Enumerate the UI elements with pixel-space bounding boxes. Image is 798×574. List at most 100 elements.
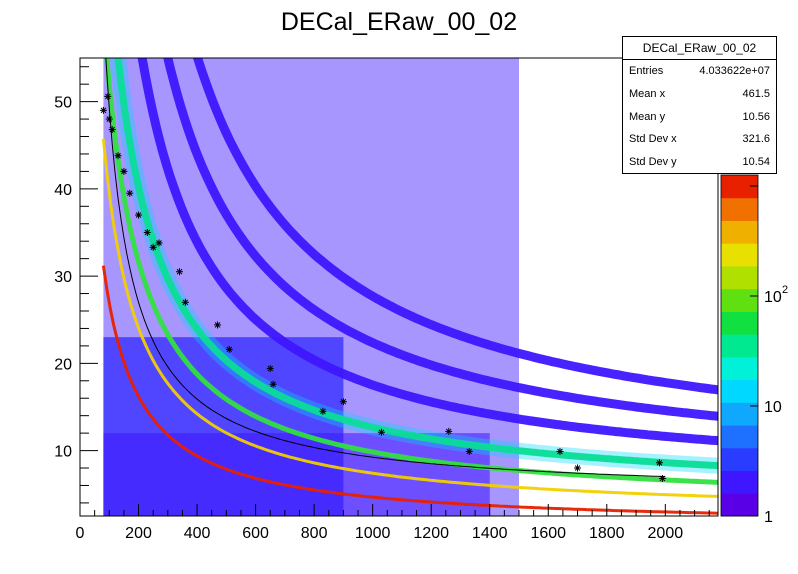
stats-value: 10.54 — [742, 156, 770, 169]
x-tick-label: 1400 — [472, 525, 508, 542]
data-marker — [105, 115, 113, 123]
marker-stroke — [466, 448, 473, 455]
data-marker — [114, 152, 122, 160]
marker-stroke — [226, 346, 233, 353]
z-tick-exponent: 2 — [782, 284, 788, 296]
y-tick-label: 30 — [54, 269, 72, 286]
data-marker — [445, 427, 453, 435]
x-tick-label: 1200 — [413, 525, 449, 542]
y-tick-label: 20 — [54, 356, 72, 373]
marker-stroke — [106, 116, 113, 122]
marker-stroke — [126, 190, 133, 197]
data-marker — [155, 239, 163, 247]
data-marker — [99, 106, 107, 114]
x-tick-label: 1800 — [589, 525, 625, 542]
stats-row-stddev-y: Std Dev y 10.54 — [623, 151, 776, 174]
marker-stroke — [214, 322, 221, 328]
data-marker — [655, 459, 663, 467]
fit-curve — [105, 58, 666, 478]
data-marker — [269, 380, 277, 388]
marker-stroke — [150, 244, 156, 251]
marker-stroke — [104, 93, 111, 100]
palette-cell — [721, 311, 758, 335]
data-marker — [225, 345, 233, 353]
palette-cell — [721, 493, 758, 517]
data-marker — [266, 365, 274, 373]
stats-label: Std Dev y — [629, 156, 677, 169]
stats-row-entries: Entries 4.033622e+07 — [623, 60, 776, 83]
marker-stroke — [267, 365, 274, 372]
marker-stroke — [557, 448, 563, 455]
y-tick-label: 40 — [54, 182, 72, 199]
marker-stroke — [144, 229, 151, 236]
data-marker — [104, 92, 112, 100]
chart-title: DECal_ERaw_00_02 — [280, 8, 518, 36]
stats-value: 321.6 — [742, 133, 770, 146]
data-marker — [319, 407, 327, 415]
stats-row-mean-y: Mean y 10.56 — [623, 106, 776, 129]
hot-band-2 — [101, 138, 718, 498]
data-marker — [135, 211, 143, 219]
stats-title: DECal_ERaw_00_02 — [623, 37, 776, 60]
plot-frame — [79, 57, 719, 517]
y-tick-label: 50 — [54, 95, 72, 112]
data-marker — [149, 243, 157, 251]
marker-stroke — [656, 459, 663, 466]
marker-stroke — [340, 398, 347, 405]
marker-stroke — [100, 107, 107, 114]
upper-band-1 — [137, 58, 718, 446]
data-marker — [339, 398, 347, 406]
palette-cell — [721, 447, 758, 472]
stats-row-stddev-x: Std Dev x 321.6 — [623, 128, 776, 151]
data-marker — [143, 228, 151, 236]
hot-band-1 — [101, 265, 718, 515]
stats-value: 4.033622e+07 — [699, 65, 770, 77]
z-tick-label: 10 — [764, 399, 782, 416]
z-tick-label: 1 — [764, 509, 773, 526]
x-tick-label: 200 — [125, 525, 152, 542]
x-tick-label: 1600 — [530, 525, 566, 542]
stats-box: DECal_ERaw_00_02 Entries 4.033622e+07 Me… — [622, 36, 777, 174]
marker-stroke — [176, 268, 183, 275]
marker-stroke — [135, 212, 142, 218]
data-marker — [176, 268, 184, 276]
stats-label: Mean y — [629, 110, 666, 123]
marker-stroke — [378, 429, 385, 436]
palette-cell — [721, 288, 758, 312]
marker-stroke — [445, 428, 452, 435]
palette-cell — [721, 402, 758, 426]
data-marker — [214, 321, 222, 329]
marker-stroke — [574, 465, 581, 471]
x-tick-label: 800 — [301, 525, 328, 542]
marker-stroke — [659, 475, 666, 482]
marker-stroke — [115, 152, 121, 159]
marker-stroke — [182, 299, 189, 306]
stats-label: Entries — [629, 65, 664, 77]
data-marker — [120, 167, 128, 175]
data-marker — [574, 464, 582, 472]
x-tick-label: 600 — [242, 525, 269, 542]
main-band-halo — [110, 58, 718, 474]
marker-stroke — [121, 168, 127, 175]
stats-value: 10.56 — [742, 110, 770, 123]
palette-frame — [720, 174, 759, 517]
palette-cell — [721, 243, 758, 267]
data-marker — [377, 428, 385, 436]
stats-row-mean-x: Mean x 461.5 — [623, 83, 776, 106]
palette-cell — [721, 220, 758, 244]
data-marker — [556, 447, 564, 455]
upper-band-2 — [163, 58, 718, 421]
data-marker — [658, 474, 666, 482]
marker-stroke — [109, 126, 115, 133]
data-marker — [108, 126, 116, 134]
data-marker — [465, 447, 473, 455]
palette-cell — [721, 197, 758, 221]
main-band — [114, 58, 718, 470]
palette-cell — [721, 425, 758, 449]
marker-stroke — [156, 240, 162, 246]
stats-label: Std Dev x — [629, 133, 677, 146]
palette-cell — [721, 470, 758, 494]
y-tick-label: 10 — [54, 444, 72, 461]
z-tick-label: 10 — [764, 289, 782, 306]
